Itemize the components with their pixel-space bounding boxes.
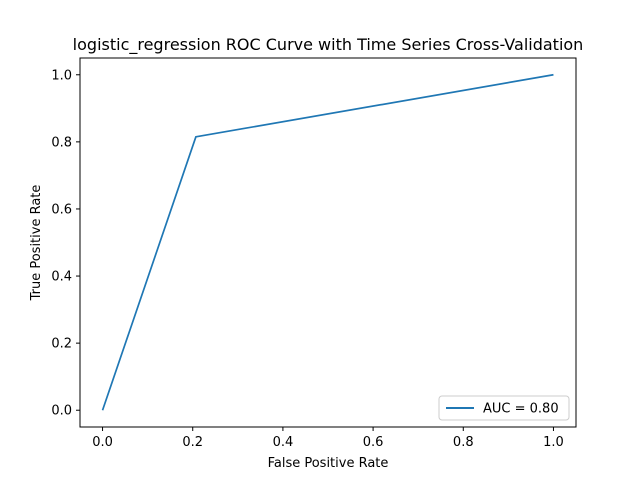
- series-layer: [101, 73, 554, 411]
- x-axis-label: False Positive Rate: [268, 456, 389, 471]
- x-tick-label: 0.2: [182, 435, 203, 450]
- x-tick-label: 0.4: [273, 435, 294, 450]
- legend-label: AUC = 0.80: [483, 402, 559, 417]
- plot-frame: [79, 57, 577, 428]
- y-tick-label: 0.6: [51, 202, 72, 217]
- x-axis: 0.0 0.2 0.4 0.6 0.8 1.0: [92, 427, 564, 450]
- y-tick-label: 0.2: [51, 337, 72, 352]
- x-tick-label: 0.8: [453, 435, 474, 450]
- legend: AUC = 0.80: [438, 395, 570, 421]
- y-tick-label: 1.0: [51, 68, 72, 83]
- x-tick-label: 0.6: [363, 435, 384, 450]
- legend-box: [438, 395, 570, 421]
- roc-curve-line: [101, 73, 554, 411]
- chart-title: logistic_regression ROC Curve with Time …: [73, 35, 584, 55]
- y-axis-label: True Positive Rate: [29, 185, 44, 302]
- y-tick-label: 0.0: [51, 404, 72, 419]
- y-tick-label: 0.4: [51, 270, 72, 285]
- x-tick-label: 1.0: [543, 435, 564, 450]
- y-tick-label: 0.8: [51, 135, 72, 150]
- y-axis: 0.0 0.2 0.4 0.6 0.8 1.0: [51, 68, 80, 419]
- x-tick-label: 0.0: [92, 435, 113, 450]
